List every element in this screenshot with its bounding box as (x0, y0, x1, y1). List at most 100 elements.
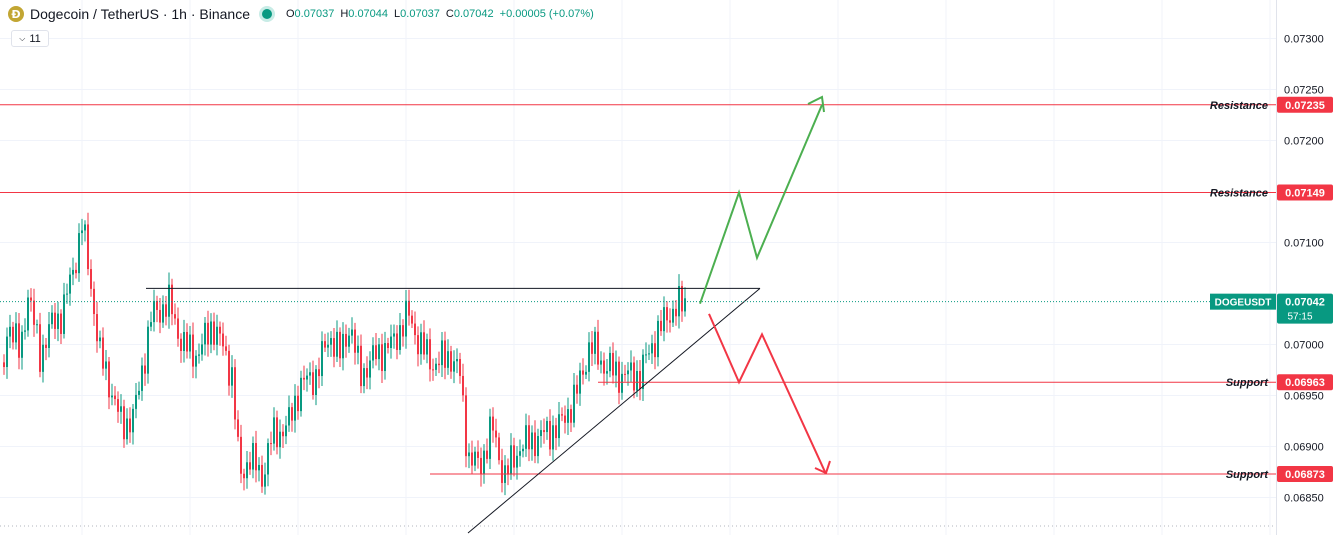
candle-body (495, 430, 497, 438)
candle-body (591, 342, 593, 354)
candle-body (297, 395, 299, 412)
price-axis[interactable] (1276, 0, 1344, 535)
candle-body (252, 443, 254, 470)
candle-body (531, 432, 533, 450)
level-price-tag (1277, 466, 1333, 483)
candle-body (666, 307, 668, 321)
candle-body (177, 318, 179, 339)
candle-body (21, 331, 23, 358)
candle-body (210, 321, 212, 345)
candle-body (366, 368, 368, 378)
candle-body (630, 362, 632, 371)
y-tick-label: 0.07300 (1284, 34, 1324, 46)
candle-body (339, 331, 341, 359)
candle-body (255, 443, 257, 471)
ascending-trendline (467, 288, 761, 534)
candle-body (465, 395, 467, 457)
candle-body (657, 320, 659, 358)
candle-body (42, 344, 44, 372)
candle-body (462, 375, 464, 396)
candle-body (357, 345, 359, 353)
candle-body (30, 297, 32, 301)
candle-body (519, 451, 521, 456)
y-tick-label: 0.07250 (1284, 85, 1324, 97)
candle-body (81, 230, 83, 234)
candle-body (228, 350, 230, 386)
candle-body (498, 437, 500, 461)
candle-body (276, 417, 278, 448)
current-price-tag (1277, 293, 1333, 324)
candle-body (3, 362, 5, 368)
candle-body (111, 395, 113, 398)
candle-body (669, 320, 671, 323)
candle-body (345, 333, 347, 347)
candle-body (225, 346, 227, 351)
candle-body (306, 375, 308, 380)
ohlc-high: H0.07044 (340, 8, 389, 20)
candle-body (561, 414, 563, 416)
candle-body (312, 372, 314, 396)
candle-body (639, 371, 641, 390)
y-tick-label: 0.06850 (1284, 493, 1324, 505)
candle-body (126, 418, 128, 440)
candle-body (369, 360, 371, 378)
candle-body (390, 336, 392, 349)
candle-body (195, 355, 197, 367)
candle-body (234, 367, 236, 420)
market-status-icon[interactable] (261, 9, 272, 19)
candle-body (18, 323, 20, 358)
candle-body (414, 323, 416, 336)
candle-body (162, 304, 164, 323)
candle-body (378, 344, 380, 360)
candle-body (603, 360, 605, 374)
candle-body (381, 344, 383, 372)
candle-body (624, 373, 626, 375)
candle-body (342, 333, 344, 359)
candle-body (198, 354, 200, 356)
candle-body (510, 445, 512, 475)
level-price-text: 0.07235 (1285, 100, 1325, 112)
candle-body (207, 322, 209, 345)
candle-body (360, 345, 362, 387)
candle-body (237, 419, 239, 437)
candle-body (333, 338, 335, 357)
candle-body (534, 432, 536, 457)
candle-body (393, 333, 395, 337)
candle-body (351, 329, 353, 336)
indicators-toggle-button[interactable]: ⌵ 11 (11, 30, 49, 47)
candle-body (309, 372, 311, 376)
candle-body (189, 334, 191, 352)
candle-body (213, 321, 215, 345)
bearish-projection (708, 313, 827, 475)
level-price-tag (1277, 96, 1333, 113)
candle-body (477, 451, 479, 458)
candle-body (453, 361, 455, 372)
candle-body (612, 352, 614, 376)
candle-body (324, 341, 326, 348)
candle-body (159, 309, 161, 323)
candle-body (405, 300, 407, 337)
candle-body (33, 300, 35, 325)
bullish-arrow-head (807, 95, 825, 113)
candle-body (63, 294, 65, 334)
symbol-title[interactable]: Dogecoin / TetherUS · 1h · Binance (30, 6, 250, 22)
candle-body (171, 284, 173, 315)
candle-body (432, 369, 434, 371)
candle-body (120, 406, 122, 412)
candle-body (447, 351, 449, 368)
candle-body (54, 312, 56, 329)
candle-body (471, 452, 473, 466)
candle-body (642, 354, 644, 390)
ohlc-open: O0.07037 (285, 8, 335, 20)
candle-body (186, 331, 188, 352)
candle-body (516, 455, 518, 468)
candle-body (273, 417, 275, 444)
candle-body (132, 408, 134, 433)
candle-body (183, 331, 185, 351)
candle-body (423, 332, 425, 355)
candle-body (9, 326, 11, 337)
candle-body (222, 333, 224, 347)
candle-body (279, 431, 281, 448)
candle-body (387, 343, 389, 349)
